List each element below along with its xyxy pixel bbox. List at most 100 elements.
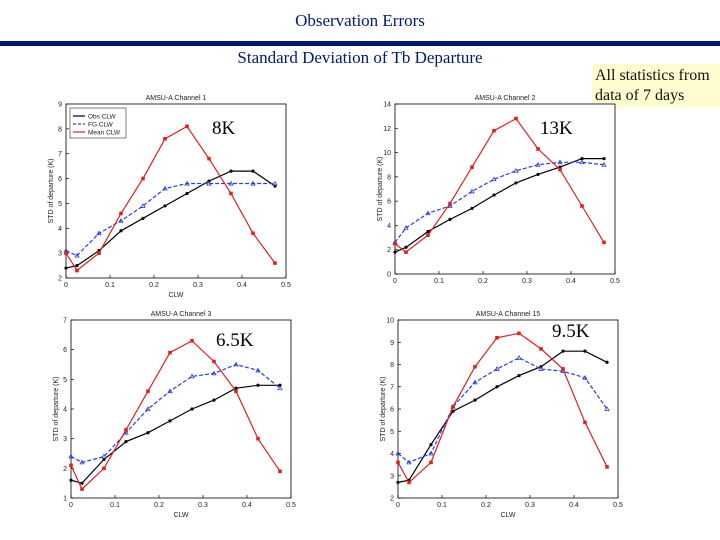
x-tick-label: 0.4 <box>569 502 579 509</box>
data-point-obs-clw <box>163 204 167 208</box>
data-point-fg-clw <box>250 180 256 186</box>
y-tick-label: 3 <box>390 473 394 480</box>
data-point-mean-clw <box>75 268 79 273</box>
data-point-fg-clw <box>395 450 401 456</box>
legend-label-mean-clw: Mean CLW <box>88 130 121 137</box>
data-point-fg-clw <box>538 366 544 371</box>
y-tick-label: 7 <box>63 318 67 325</box>
y-tick-label: 8 <box>387 174 391 181</box>
data-point-obs-clw <box>229 169 233 173</box>
data-point-mean-clw <box>426 233 430 237</box>
data-point-obs-clw <box>278 383 282 387</box>
data-point-obs-clw <box>141 216 145 220</box>
x-tick-label: 0.3 <box>525 502 535 509</box>
data-point-obs-clw <box>124 440 128 444</box>
statistics-note: All statistics from data of 7 days <box>592 64 720 108</box>
x-tick-label: 0.1 <box>434 278 444 285</box>
data-point-mean-clw <box>393 241 397 246</box>
data-point-obs-clw <box>561 349 565 353</box>
data-point-obs-clw <box>251 169 255 173</box>
data-point-obs-clw <box>146 431 150 435</box>
y-tick-label: 4 <box>58 226 62 233</box>
chart-panel-channel-15: 0 0.1 0.2 0.3 0.4 0.5 2 3 4 5 6 7 8 9 10 AMSU-A Channel… <box>375 308 625 519</box>
x-axis-label: CLW <box>173 512 188 519</box>
data-point-obs-clw <box>80 481 84 485</box>
data-point-obs-clw <box>234 386 238 390</box>
data-point-obs-clw <box>190 407 194 411</box>
data-point-mean-clw <box>473 364 477 369</box>
data-point-mean-clw <box>429 460 433 465</box>
title-divider <box>0 41 720 46</box>
data-point-obs-clw <box>583 349 587 353</box>
data-point-fg-clw <box>101 453 107 459</box>
data-point-mean-clw <box>80 487 84 491</box>
data-point-fg-clw <box>535 161 541 167</box>
data-point-fg-clw <box>601 161 607 167</box>
x-tick-label: 0 <box>69 502 73 509</box>
x-tick-label: 0.5 <box>610 278 620 285</box>
y-tick-label: 2 <box>387 247 391 254</box>
y-tick-label: 3 <box>58 251 62 258</box>
data-point-fg-clw <box>579 159 585 165</box>
data-point-obs-clw <box>514 181 518 185</box>
data-point-fg-clw <box>255 367 261 373</box>
legend-label-fg-clw: FG CLW <box>88 122 114 129</box>
x-tick-label: 0.1 <box>105 282 115 289</box>
data-point-obs-clw <box>470 206 474 211</box>
data-point-mean-clw <box>102 466 106 471</box>
data-point-mean-clw <box>558 167 562 172</box>
x-tick-label: 0 <box>393 278 397 285</box>
data-point-fg-clw <box>140 203 146 208</box>
chart-title: AMSU-A Channel 3 <box>151 311 212 318</box>
data-point-mean-clw <box>256 436 260 441</box>
y-tick-label: 6 <box>387 199 391 206</box>
x-tick-label: 0.4 <box>242 502 252 509</box>
x-tick-label: 0 <box>64 282 68 289</box>
data-point-obs-clw <box>69 478 73 482</box>
x-tick-label: 0.4 <box>566 278 576 285</box>
chart-panel-channel-2: 0 0.1 0.2 0.3 0.4 0.5 0 2 4 6 8 10 12 14 AMSU-A Channe… <box>375 88 625 298</box>
plot-frame <box>397 319 619 499</box>
data-point-obs-clw <box>212 398 216 402</box>
data-point-obs-clw <box>426 229 430 234</box>
x-tick-label: 0.1 <box>110 502 120 509</box>
x-axis-label: CLW <box>168 292 183 299</box>
data-point-mean-clw <box>536 147 540 151</box>
data-point-obs-clw <box>492 193 496 197</box>
data-point-mean-clw <box>492 128 496 133</box>
data-point-mean-clw <box>602 240 606 245</box>
data-point-obs-clw <box>473 398 477 402</box>
data-point-obs-clw <box>185 191 189 196</box>
x-tick-label: 0.2 <box>481 502 491 509</box>
y-tick-label: 5 <box>58 201 62 208</box>
data-point-fg-clw <box>557 159 563 165</box>
chart-title: AMSU-A Channel 15 <box>476 311 541 318</box>
data-point-mean-clw <box>229 191 233 196</box>
data-point-fg-clw <box>513 167 519 173</box>
x-tick-label: 0.3 <box>522 278 532 285</box>
data-point-obs-clw <box>168 419 172 423</box>
data-point-mean-clw <box>514 116 518 121</box>
y-tick-label: 8 <box>390 362 394 369</box>
data-point-mean-clw <box>451 404 455 409</box>
data-point-mean-clw <box>64 251 68 255</box>
data-point-mean-clw <box>448 201 452 206</box>
chart-panel-channel-1: 0 0.1 0.2 0.3 0.4 0.5 2 3 4 5 6 7 8 9 AMSU-A Channel 1… <box>48 88 298 299</box>
y-tick-label: 3 <box>63 436 67 443</box>
data-point-fg-clw <box>582 375 588 380</box>
chart-title: AMSU-A Channel 1 <box>146 95 207 102</box>
data-point-mean-clw <box>407 480 411 485</box>
y-tick-label: 6 <box>390 407 394 414</box>
annotation-channel-1: 8K <box>212 118 236 139</box>
x-tick-label: 0.3 <box>193 282 203 289</box>
chart-svg: 0 0.1 0.2 0.3 0.4 0.5 2 3 4 5 6 7 8 9 AMSU-A Channel 1… <box>48 95 291 299</box>
data-point-fg-clw <box>211 370 217 376</box>
x-tick-label: 0.3 <box>198 502 208 509</box>
data-point-mean-clw <box>495 336 499 340</box>
data-point-mean-clw <box>185 124 189 129</box>
data-point-fg-clw <box>403 225 409 230</box>
data-point-mean-clw <box>124 427 128 432</box>
data-point-fg-clw <box>118 218 124 223</box>
data-point-obs-clw <box>602 157 606 161</box>
